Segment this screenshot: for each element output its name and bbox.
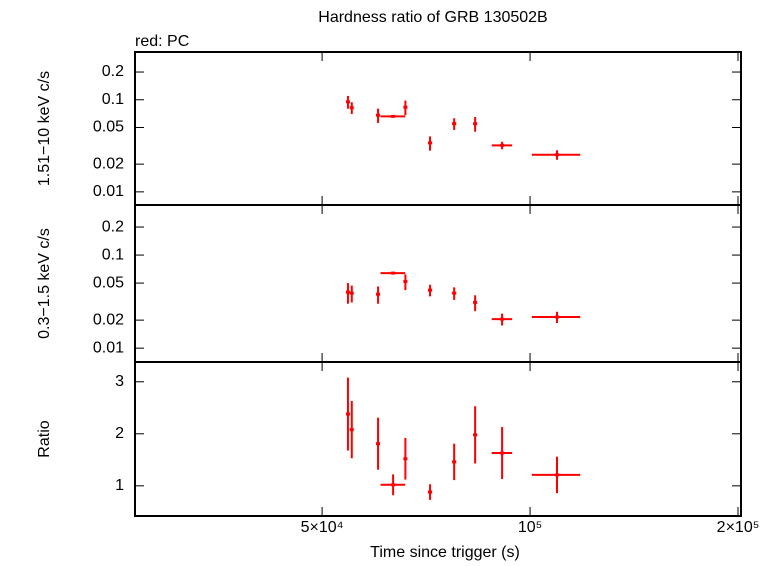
y-tick-label: 0.1 bbox=[102, 91, 124, 108]
y-tick-label: 0.2 bbox=[102, 218, 124, 235]
x-tick-label: 5×10⁴ bbox=[301, 519, 344, 536]
x-axis-label: Time since trigger (s) bbox=[370, 544, 520, 561]
y-axis-label: Ratio bbox=[36, 420, 53, 457]
x-tick-label: 2×10⁵ bbox=[717, 519, 760, 536]
y-tick-label: 0.01 bbox=[93, 183, 124, 200]
plot-frame bbox=[134, 51, 742, 206]
y-tick-label: 0.05 bbox=[93, 119, 124, 136]
y-tick-label: 0.01 bbox=[93, 339, 124, 356]
plot-frame bbox=[134, 204, 742, 363]
y-tick-label: 1 bbox=[115, 477, 124, 494]
y-tick-label: 0.05 bbox=[93, 274, 124, 291]
y-tick-label: 0.2 bbox=[102, 63, 124, 80]
y-tick-label: 3 bbox=[115, 373, 124, 390]
y-tick-label: 2 bbox=[115, 425, 124, 442]
x-tick-label: 10⁵ bbox=[518, 519, 542, 536]
y-tick-label: 0.02 bbox=[93, 311, 124, 328]
y-tick-label: 0.1 bbox=[102, 246, 124, 263]
y-axis-label: 0.3−1.5 keV c/s bbox=[36, 228, 53, 339]
annotation: red: PC bbox=[135, 33, 189, 50]
y-axis-label: 1.51−10 keV c/s bbox=[36, 71, 53, 186]
y-tick-label: 0.02 bbox=[93, 155, 124, 172]
plot-frame bbox=[134, 361, 742, 517]
chart-title: Hardness ratio of GRB 130502B bbox=[318, 9, 547, 26]
